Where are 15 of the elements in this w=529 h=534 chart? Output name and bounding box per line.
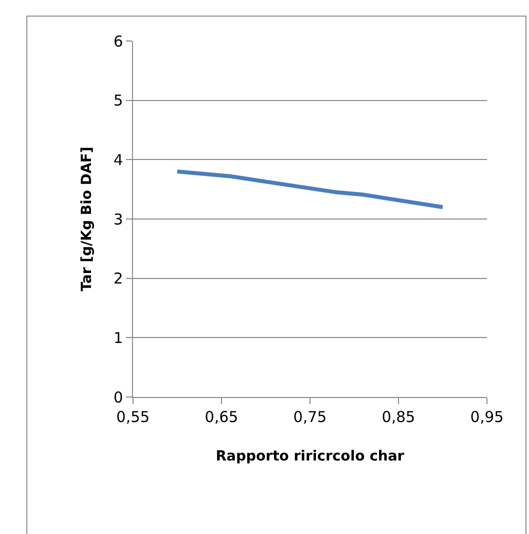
x-tick-label: 0,55 [116, 408, 150, 426]
y-tick-label: 5 [113, 92, 123, 110]
x-tick-label: 0,95 [470, 408, 504, 426]
y-tick-label: 1 [113, 328, 123, 347]
y-tick-label: 3 [113, 210, 123, 228]
y-tick-label: 2 [113, 270, 123, 288]
y-tick-label: 4 [113, 150, 123, 169]
y-tick-label: 6 [113, 32, 123, 50]
x-tick-label: 0,85 [382, 408, 416, 426]
y-axis-title: Tar [g/Kg Bio DAF] [79, 146, 96, 292]
x-tick-label: 0,65 [204, 408, 238, 426]
y-tick-label: 0 [113, 388, 123, 406]
line-series [175, 170, 445, 210]
x-tick-label: 0,75 [293, 408, 327, 426]
x-axis-title: Rapporto riricrcolo char [216, 448, 404, 464]
